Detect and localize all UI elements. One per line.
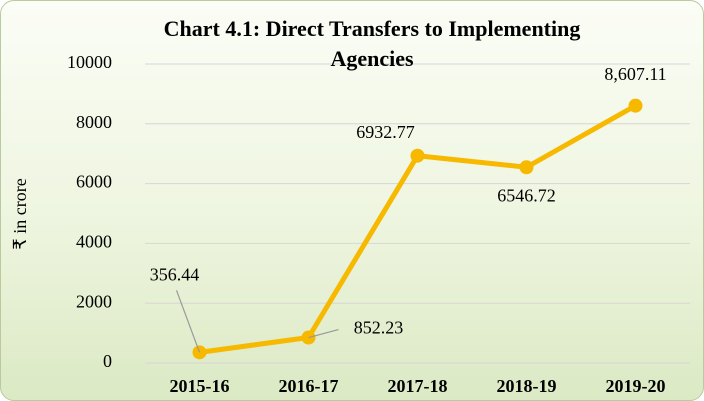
x-tick-label: 2016-17 [279,376,339,396]
line [199,103,637,355]
point [519,160,534,175]
data-label: 6932.77 [356,122,415,142]
point [410,148,425,163]
y-tick-label: 2000 [76,291,112,311]
x-tick-label: 2015-16 [170,376,230,396]
x-tick-label: 2019-20 [606,376,666,396]
data-label: 6546.72 [497,185,556,205]
y-tick-label: 4000 [76,232,112,252]
y-tick-label: 6000 [76,172,112,192]
y-axis-label: ₹ in crore [10,178,30,249]
data-label: 356.44 [150,264,200,284]
y-tick-label: 10000 [67,52,112,72]
leader-line [175,290,201,353]
y-tick-label: 0 [103,351,112,371]
y-tick-label: 8000 [76,112,112,132]
point [628,98,643,113]
x-tick-label: 2017-18 [388,376,448,396]
leader-line [308,328,339,339]
x-tick-label: 2018-19 [497,376,557,396]
chart-title: Chart 4.1: Direct Transfers to Implement… [163,16,581,71]
data-label: 8,607.11 [604,64,666,84]
data-label: 852.23 [354,318,404,338]
